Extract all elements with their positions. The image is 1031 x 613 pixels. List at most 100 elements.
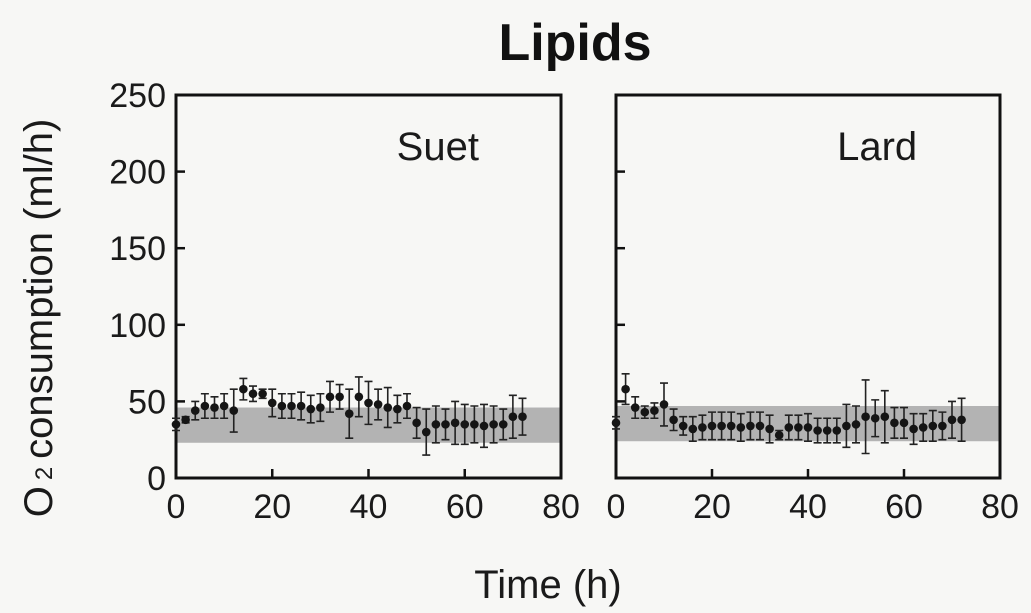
data-point — [717, 421, 726, 431]
y-axis-label: O 2 consumption (ml/h) — [17, 119, 61, 518]
data-point — [354, 392, 364, 402]
data-point — [412, 418, 421, 428]
data-point — [431, 420, 441, 429]
data-point — [688, 424, 698, 434]
data-point — [918, 423, 928, 432]
x-tick-label: 0 — [167, 488, 186, 526]
panel-label: Lard — [837, 125, 917, 169]
data-point — [746, 421, 755, 431]
data-point — [364, 398, 373, 408]
data-point — [258, 389, 267, 399]
data-point — [861, 412, 870, 422]
x-tick-label: 40 — [789, 488, 827, 526]
data-point — [822, 426, 832, 435]
data-point — [383, 403, 393, 412]
x-tick-label: 80 — [542, 488, 580, 526]
y-tick-label: 0 — [147, 460, 166, 498]
data-point — [909, 424, 918, 434]
panel-lard: 0 20 40 60 80 Lard — [607, 93, 1019, 526]
y-axis-label-main: O — [17, 486, 61, 517]
data-point — [460, 420, 470, 429]
data-point — [678, 421, 688, 431]
data-point — [344, 409, 354, 418]
data-point — [470, 420, 479, 429]
x-tick-label: 0 — [607, 488, 626, 526]
data-point — [803, 423, 813, 432]
data-point — [171, 420, 181, 429]
data-point — [518, 412, 527, 422]
y-tick-label: 150 — [109, 230, 166, 268]
data-point — [402, 401, 412, 411]
data-point — [794, 423, 803, 432]
data-point — [611, 418, 621, 428]
data-point — [870, 413, 880, 423]
data-point — [938, 421, 947, 431]
data-point — [441, 420, 450, 429]
y-tick-label: 100 — [109, 307, 166, 345]
data-point — [957, 415, 966, 425]
data-point — [200, 401, 210, 411]
data-point — [277, 401, 287, 411]
data-point — [325, 392, 335, 402]
data-point — [296, 401, 306, 411]
x-tick-label: 80 — [981, 488, 1019, 526]
data-point — [890, 418, 899, 428]
data-point — [899, 418, 909, 428]
x-tick-label: 60 — [446, 488, 484, 526]
data-point — [659, 400, 669, 409]
data-point — [928, 421, 938, 431]
data-point — [736, 423, 746, 432]
data-point — [479, 421, 489, 431]
data-point — [450, 418, 460, 428]
data-point — [669, 415, 678, 425]
y-axis-label-subscript: 2 — [31, 467, 58, 480]
data-point — [190, 406, 200, 415]
data-point — [650, 406, 659, 415]
y-tick-label: 50 — [128, 383, 166, 421]
data-point — [219, 401, 229, 411]
data-point — [287, 401, 296, 411]
data-point — [621, 384, 630, 394]
x-tick-label: 60 — [885, 488, 923, 526]
data-point — [947, 415, 957, 425]
x-tick-label: 20 — [693, 488, 731, 526]
data-point — [508, 412, 518, 422]
data-point — [630, 403, 640, 412]
data-point — [707, 421, 717, 431]
panel-label: Suet — [397, 125, 479, 169]
data-point — [698, 423, 707, 432]
x-tick-label: 20 — [253, 488, 291, 526]
data-point — [498, 420, 508, 429]
data-point — [842, 421, 851, 431]
data-point — [880, 412, 890, 422]
data-point — [774, 430, 784, 440]
data-point — [239, 384, 248, 394]
y-tick-label: 250 — [109, 77, 166, 115]
data-point — [335, 392, 344, 402]
data-point — [229, 406, 239, 415]
data-point — [832, 426, 842, 435]
data-point — [765, 424, 774, 434]
data-point — [813, 426, 822, 435]
data-point — [248, 389, 258, 399]
chart-title: Lipids — [498, 14, 651, 72]
data-point — [755, 421, 765, 431]
chart-panels: 0 50 100 150 200 250 0 20 40 60 80 Suet 0 20 40 60 80 Lar… — [109, 77, 1019, 526]
data-point — [640, 407, 650, 417]
data-point — [393, 404, 402, 414]
data-point — [181, 415, 190, 425]
y-tick-label: 200 — [109, 154, 166, 192]
data-point — [373, 400, 383, 409]
data-point — [489, 420, 498, 429]
data-point — [784, 423, 794, 432]
data-point — [306, 404, 316, 414]
data-point — [267, 398, 277, 408]
x-axis-label: Time (h) — [474, 563, 621, 607]
x-tick-label: 40 — [350, 488, 388, 526]
y-axis-label-rest: consumption (ml/h) — [17, 119, 61, 459]
data-point — [316, 403, 325, 412]
data-point — [726, 421, 736, 431]
data-point — [210, 403, 219, 412]
data-point — [851, 420, 861, 429]
